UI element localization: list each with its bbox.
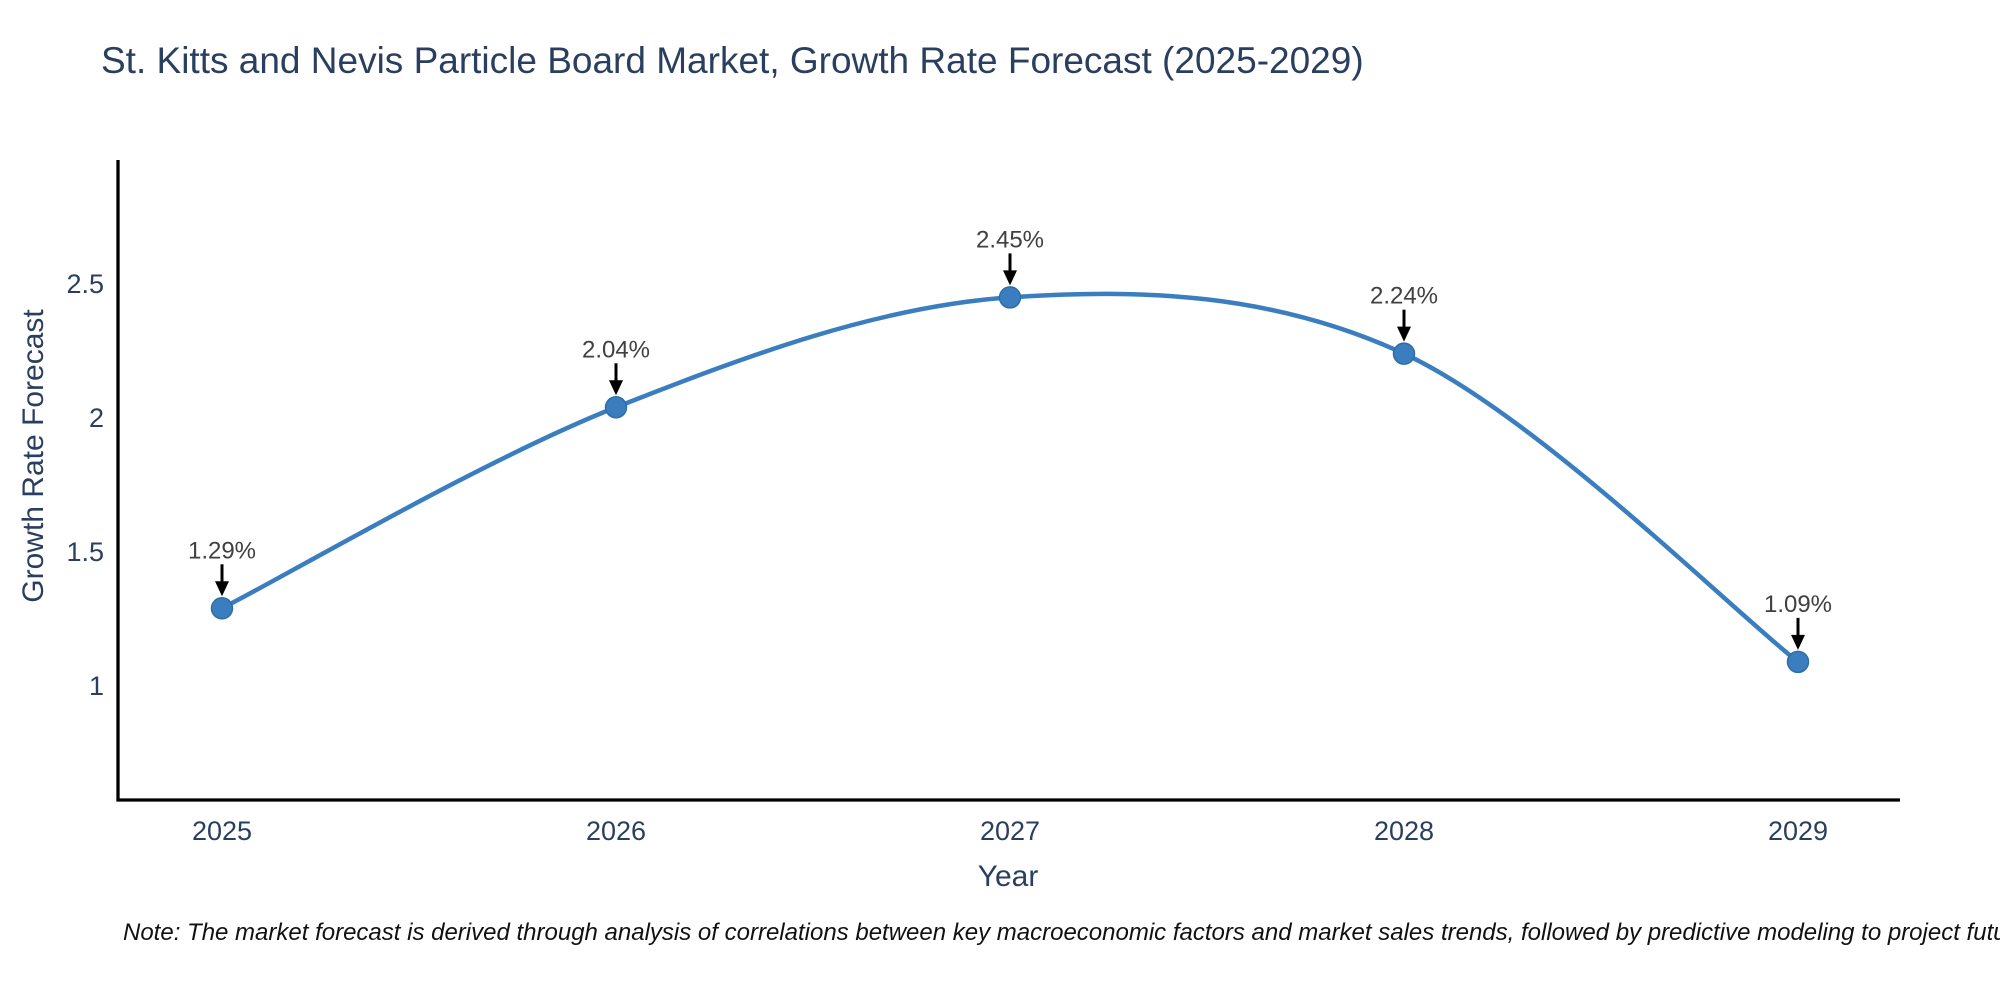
x-tick-label: 2026 <box>586 816 646 846</box>
annotation-arrow-head <box>215 581 229 597</box>
annotation-label: 2.24% <box>1370 283 1438 310</box>
y-tick-label: 2 <box>89 403 104 433</box>
annotation-label: 1.09% <box>1764 591 1832 618</box>
annotation-label: 1.29% <box>188 537 256 564</box>
footnote: Note: The market forecast is derived thr… <box>123 919 2000 946</box>
chart-title: St. Kitts and Nevis Particle Board Marke… <box>101 40 1364 81</box>
x-tick-label: 2025 <box>192 816 252 846</box>
annotation-arrow-head <box>1791 634 1805 650</box>
annotation-arrow-head <box>1397 326 1411 342</box>
y-tick-label: 2.5 <box>66 269 104 299</box>
x-axis-title: Year <box>977 860 1039 893</box>
point-marker <box>604 396 628 419</box>
x-tick-label: 2029 <box>1768 816 1828 846</box>
x-tick-label: 2027 <box>980 816 1040 846</box>
x-tick-label: 2028 <box>1374 816 1434 846</box>
annotation-arrow-head <box>609 380 623 396</box>
point-marker <box>998 286 1022 309</box>
series-line <box>219 291 1801 665</box>
annotation-label: 2.04% <box>582 336 650 363</box>
y-tick-label: 1 <box>89 671 104 701</box>
annotation-label: 2.45% <box>976 226 1044 253</box>
point-marker <box>1786 650 1810 674</box>
y-tick-label: 1.5 <box>66 537 104 567</box>
annotation-arrow-head <box>1003 270 1017 286</box>
axis-lines <box>116 160 1900 802</box>
point-marker <box>1392 342 1416 365</box>
point-marker <box>210 597 234 620</box>
